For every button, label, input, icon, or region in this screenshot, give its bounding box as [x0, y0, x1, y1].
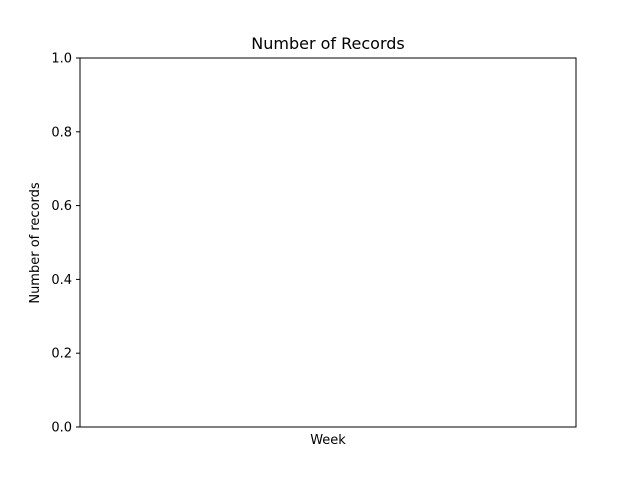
y-tick-label: 0.0 — [51, 421, 72, 436]
y-axis-label: Number of records — [28, 182, 43, 304]
y-tick-label: 1.0 — [51, 52, 72, 67]
y-tick-label: 0.2 — [51, 347, 72, 362]
y-tick-label: 0.8 — [51, 125, 72, 140]
x-axis-label: Week — [310, 433, 346, 448]
y-tick-label: 0.4 — [51, 273, 72, 288]
y-axis-ticks: 0.0 0.2 0.4 0.6 0.8 1.0 — [51, 52, 80, 436]
chart-title: Number of Records — [251, 34, 404, 53]
y-tick-label: 0.6 — [51, 199, 72, 214]
plot-area — [79, 57, 577, 428]
